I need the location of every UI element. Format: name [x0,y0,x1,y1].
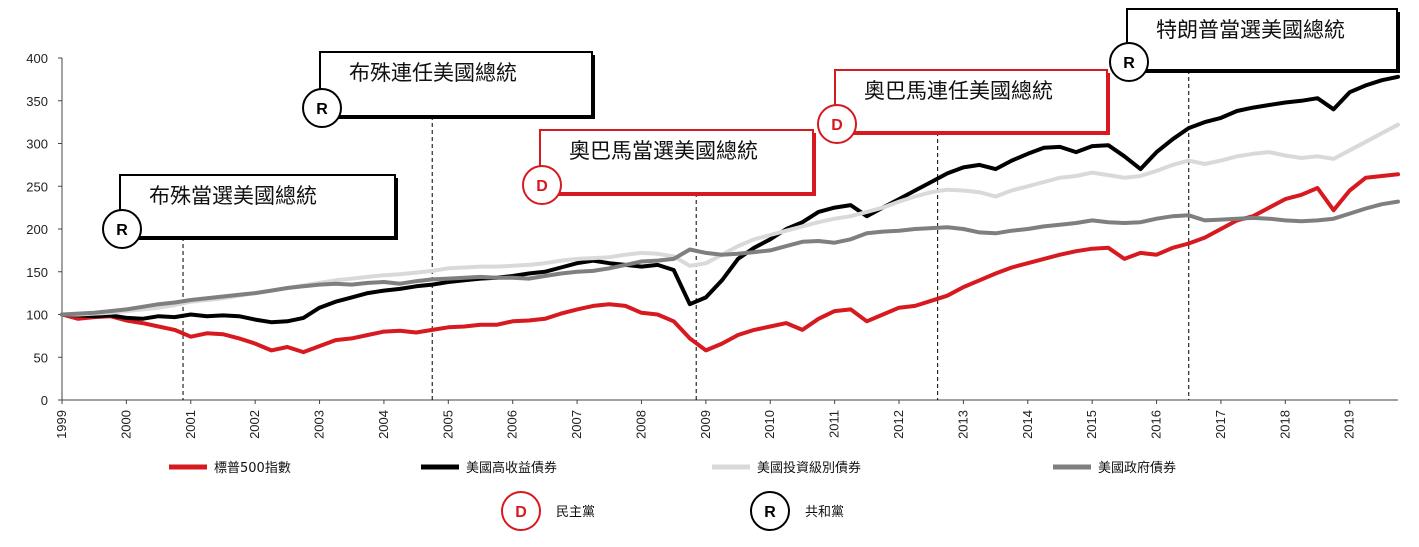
event-box [539,129,814,194]
x-tick-label: 2002 [247,410,262,439]
event-box [119,174,396,238]
y-tick-label: 150 [26,265,48,280]
party-legend-letter: R [764,504,776,521]
event-label: 特朗普當選美國總統 [1156,18,1345,42]
x-tick-label: 2007 [569,410,584,439]
y-tick-label: 300 [26,137,48,152]
party-legend-circle [501,491,541,531]
x-tick-label: 2004 [376,410,391,439]
event-annotations: 布殊當選美國總統 R 布殊連任美國總統 R 奧巴馬當選美國總統 D 奧巴馬連任美國總統 D 特朗… [102,8,1400,249]
event-label: 布殊連任美國總統 [349,61,517,85]
x-tick-label: 2001 [183,410,198,439]
party-circle [102,209,142,249]
event-label: 奧巴馬連任美國總統 [864,79,1053,103]
series-line-3 [60,199,1400,317]
party-circle [522,165,562,205]
x-tick-label: 2018 [1277,410,1292,439]
series-line-1 [60,74,1400,325]
x-tick-label: 2000 [118,410,133,439]
party-legend-circle [750,491,790,531]
event-box [1126,8,1398,71]
party-circle [302,88,342,128]
y-tick-label: 100 [26,308,48,323]
x-tick-label: 2005 [440,410,455,439]
y-tick-label: 0 [41,393,48,408]
y-tick-label: 200 [26,222,48,237]
x-tick-label: 2008 [633,410,648,439]
x-tick-label: 2012 [891,410,906,439]
party-letter: R [116,222,128,239]
x-tick-label: 2015 [1084,410,1099,439]
event-box [319,51,593,117]
x-tick-label: 2006 [505,410,520,439]
party-circle [817,104,857,144]
event-box [834,69,1108,133]
x-tick-label: 2010 [762,410,777,439]
legend-label: 美國投資級別債券 [757,460,861,476]
series-line-0 [60,172,1400,355]
party-letter: R [1123,55,1135,72]
x-tick-label: 2013 [955,410,970,439]
y-tick-label: 250 [26,179,48,194]
legend-label: 美國高收益債券 [466,460,557,476]
y-tick-label: 400 [26,51,48,66]
legend-label: 標普500指數 [214,461,291,476]
party-letter: R [316,101,328,118]
x-tick-label: 1999 [54,410,69,439]
x-tick-label: 2003 [312,410,327,439]
series-lines [60,74,1400,355]
x-tick-label: 2019 [1342,410,1357,439]
x-tick-label: 2011 [827,410,842,438]
event-label: 奧巴馬當選美國總統 [569,139,758,163]
legend-label: 美國政府債券 [1098,460,1176,476]
legend: 標普500指數 美國高收益債券 美國投資級別債券 美國政府債券 D 民主黨 R 共和黨 [169,460,1176,531]
chart-axes: 0 50 100 150 200 250 300 350 400 1999 2000 2001 2002… [26,51,1398,439]
party-letter: D [536,178,548,195]
party-legend-label: 共和黨 [805,505,844,520]
x-tick-label: 2014 [1020,410,1035,439]
party-legend-letter: D [515,504,527,521]
y-tick-label: 50 [34,350,48,365]
party-circle [1109,42,1149,82]
x-tick-label: 2009 [698,410,713,439]
y-tick-label: 350 [26,94,48,109]
event-label: 布殊當選美國總統 [149,184,317,208]
x-tick-label: 2016 [1149,410,1164,439]
party-legend-label: 民主黨 [556,505,595,520]
x-tick-label: 2017 [1213,410,1228,439]
party-letter: D [831,117,843,134]
